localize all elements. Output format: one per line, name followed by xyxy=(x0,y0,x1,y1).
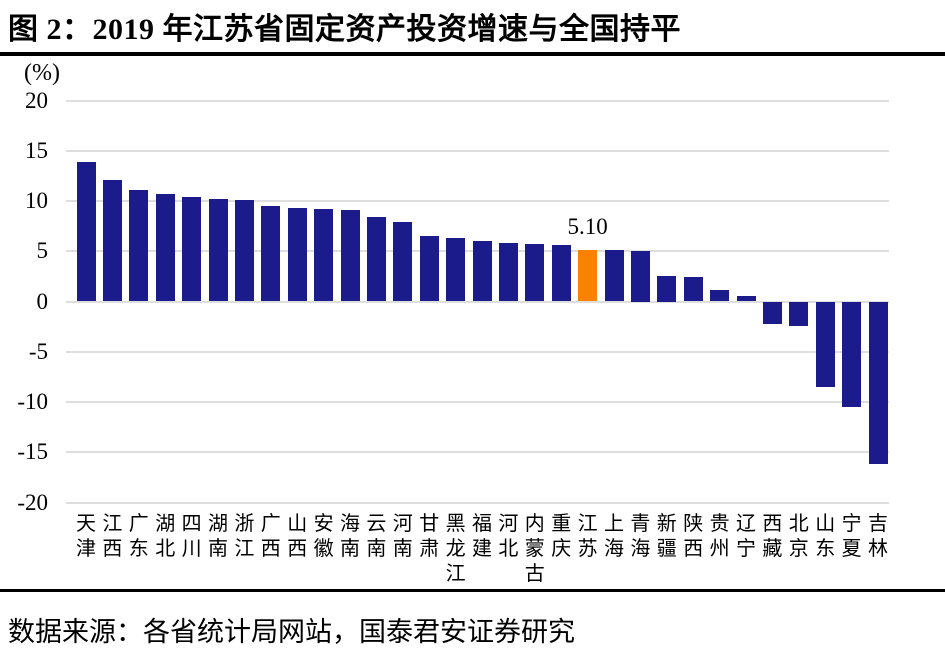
gridline-y-15 xyxy=(66,149,889,152)
bottom-divider xyxy=(0,589,945,592)
x-label-海南: 海南 xyxy=(340,513,360,560)
x-label-新疆: 新疆 xyxy=(656,513,677,560)
y-tick-label-20: 20 xyxy=(25,87,48,113)
gridline-y--20 xyxy=(66,501,889,504)
bar-河北 xyxy=(498,243,518,302)
bar-云南 xyxy=(366,217,386,302)
y-tick-label-10: 10 xyxy=(25,188,48,213)
gridline-y-20 xyxy=(66,99,889,102)
bar-北京 xyxy=(789,301,809,326)
bar-内蒙古 xyxy=(525,244,545,302)
bar-西藏 xyxy=(762,301,782,324)
x-label-北京: 北京 xyxy=(788,513,809,560)
x-label-江苏: 江苏 xyxy=(577,513,598,560)
bar-上海 xyxy=(604,250,624,302)
x-label-宁夏: 宁夏 xyxy=(841,513,862,560)
y-tick-label-5: 5 xyxy=(36,238,49,264)
bar-宁夏 xyxy=(842,301,862,408)
bar-江西 xyxy=(102,179,122,302)
x-label-山东: 山东 xyxy=(815,513,836,560)
x-label-辽宁: 辽宁 xyxy=(736,513,756,560)
bar-甘肃 xyxy=(419,236,439,302)
x-label-广西: 广西 xyxy=(260,513,281,560)
x-label-四川: 四川 xyxy=(181,513,202,560)
bar-广西 xyxy=(261,206,281,302)
bar-河南 xyxy=(393,222,413,302)
x-label-黑龙江: 黑龙江 xyxy=(445,513,466,585)
bar-重庆 xyxy=(551,245,571,302)
x-label-吉林: 吉林 xyxy=(868,513,888,560)
bar-浙江 xyxy=(234,199,254,302)
x-label-贵州: 贵州 xyxy=(709,513,730,560)
bar-吉林 xyxy=(868,301,888,465)
x-label-天津: 天津 xyxy=(76,513,96,560)
gridline-y--15 xyxy=(66,451,889,454)
y-axis-unit-label: (%) xyxy=(24,60,60,86)
x-label-安徽: 安徽 xyxy=(313,513,334,560)
bar-海南 xyxy=(340,210,360,302)
x-label-河南: 河南 xyxy=(392,513,413,560)
gridline-y-10 xyxy=(66,200,889,202)
x-label-湖北: 湖北 xyxy=(155,513,176,560)
x-label-福建: 福建 xyxy=(472,513,492,560)
x-label-上海: 上海 xyxy=(604,513,624,560)
bar-黑龙江 xyxy=(446,238,466,302)
bar-湖南 xyxy=(208,198,228,302)
bar-江苏 xyxy=(578,250,598,302)
x-label-陕西: 陕西 xyxy=(683,513,704,560)
bar-天津 xyxy=(76,161,96,302)
bar-辽宁 xyxy=(736,296,756,302)
bar-四川 xyxy=(182,196,202,302)
highlight-value-label: 5.10 xyxy=(567,214,608,240)
figure-title: 图 2：2019 年江苏省固定资产投资增速与全国持平 xyxy=(8,13,681,46)
x-label-河北: 河北 xyxy=(498,513,519,560)
bar-山东 xyxy=(815,301,835,387)
bar-新疆 xyxy=(657,276,677,302)
x-label-西藏: 西藏 xyxy=(762,513,783,560)
bar-青海 xyxy=(630,251,650,302)
x-label-云南: 云南 xyxy=(366,513,387,560)
plot-area xyxy=(66,99,889,504)
x-label-重庆: 重庆 xyxy=(551,513,572,560)
x-label-内蒙古: 内蒙古 xyxy=(524,513,545,585)
y-tick-label--10: -10 xyxy=(17,389,48,414)
y-tick-label-0: 0 xyxy=(36,288,49,314)
title-divider xyxy=(0,52,945,56)
y-tick-label--15: -15 xyxy=(17,439,48,465)
x-label-甘肃: 甘肃 xyxy=(419,513,440,560)
gridline-y--10 xyxy=(66,401,889,403)
bar-福建 xyxy=(472,241,492,302)
y-tick-label--5: -5 xyxy=(28,338,48,364)
y-tick-label-15: 15 xyxy=(25,137,48,163)
bar-山西 xyxy=(287,208,307,302)
bar-贵州 xyxy=(710,290,730,302)
x-label-江西: 江西 xyxy=(102,513,123,560)
gridline-y--5 xyxy=(66,350,889,353)
x-label-山西: 山西 xyxy=(287,513,308,560)
source-note: 数据来源：各省统计局网站，国泰君安证券研究 xyxy=(8,617,575,647)
x-axis-labels: 天津江西广东湖北四川湖南浙江广西山西安徽海南云南河南甘肃黑龙江福建河北内蒙古重庆… xyxy=(66,512,889,590)
x-label-湖南: 湖南 xyxy=(208,513,228,560)
gridline-y-0 xyxy=(66,300,889,303)
bar-安徽 xyxy=(314,209,334,302)
bar-广东 xyxy=(129,189,149,302)
x-label-青海: 青海 xyxy=(630,513,651,560)
bar-陕西 xyxy=(683,277,703,302)
bar-湖北 xyxy=(155,193,175,302)
y-tick-label--20: -20 xyxy=(17,489,48,515)
x-label-广东: 广东 xyxy=(128,513,149,560)
x-label-浙江: 浙江 xyxy=(234,513,255,560)
